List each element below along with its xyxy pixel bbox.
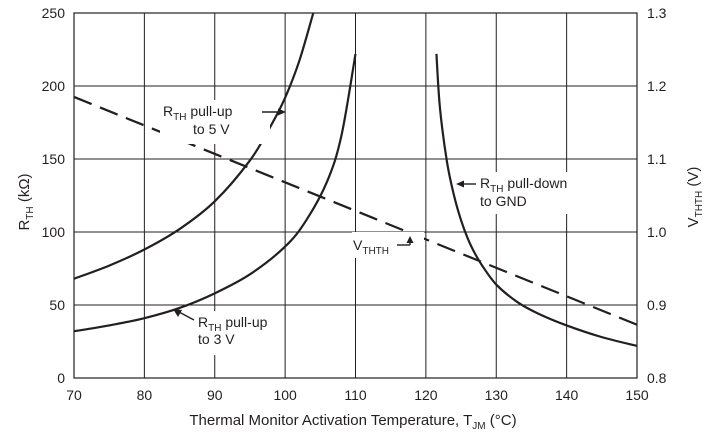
tick-labels: 70 80 90 100 110 120 130 140 150 0 50 100 150 200 250 0… [42,5,667,403]
annotation-pullup-5v: RTH pull-up to 5 V [160,100,286,144]
x-tick-label: 130 [485,387,509,403]
x-tick-label: 90 [207,387,223,403]
x-tick-label: 110 [344,387,367,403]
y-right-tick-label: 0.9 [647,297,667,313]
svg-text:RTH pull-down: RTH pull-down [480,175,567,195]
series-line-1 [73,53,357,333]
y-left-tick-label: 200 [42,78,66,94]
plot-frame [73,12,638,379]
x-tick-label: 80 [137,387,153,403]
y-right-tick-label: 0.8 [647,370,667,386]
x-axis-label: Thermal Monitor Activation Temperature, … [189,412,516,432]
svg-text:to GND: to GND [480,193,527,209]
x-tick-label: 150 [625,387,649,403]
annotation-pullup-3v: RTH pull-up to 3 V [173,309,282,355]
series-line-0 [73,12,315,280]
svg-text:RTH pull-up: RTH pull-up [163,103,233,123]
grid [73,12,638,379]
svg-text:RTH pull-up: RTH pull-up [198,314,268,334]
y-axis-left-label: RTH (kΩ) [16,173,36,230]
y-left-tick-label: 50 [49,297,65,313]
annotation-pulldown-gnd: RTH pull-down to GND [456,172,600,214]
y-right-tick-label: 1.1 [647,151,667,167]
svg-text:VTHTH: VTHTH [353,237,389,257]
y-left-tick-label: 250 [42,5,66,21]
y-right-tick-label: 1.0 [647,224,667,240]
svg-text:to 5 V: to 5 V [193,121,230,137]
y-right-tick-label: 1.3 [647,5,667,21]
x-tick-label: 100 [273,387,297,403]
x-tick-label: 70 [66,387,82,403]
x-tick-label: 120 [414,387,438,403]
y-left-tick-label: 150 [42,151,66,167]
y-axis-right-label: VTHTH (V) [685,167,705,228]
svg-text:to 3 V: to 3 V [198,331,235,347]
annotation-vthth: VTHTH [352,232,424,258]
x-tick-label: 140 [555,387,579,403]
y-left-tick-label: 0 [57,370,65,386]
y-right-tick-label: 1.2 [647,78,667,94]
y-left-tick-label: 100 [42,224,66,240]
